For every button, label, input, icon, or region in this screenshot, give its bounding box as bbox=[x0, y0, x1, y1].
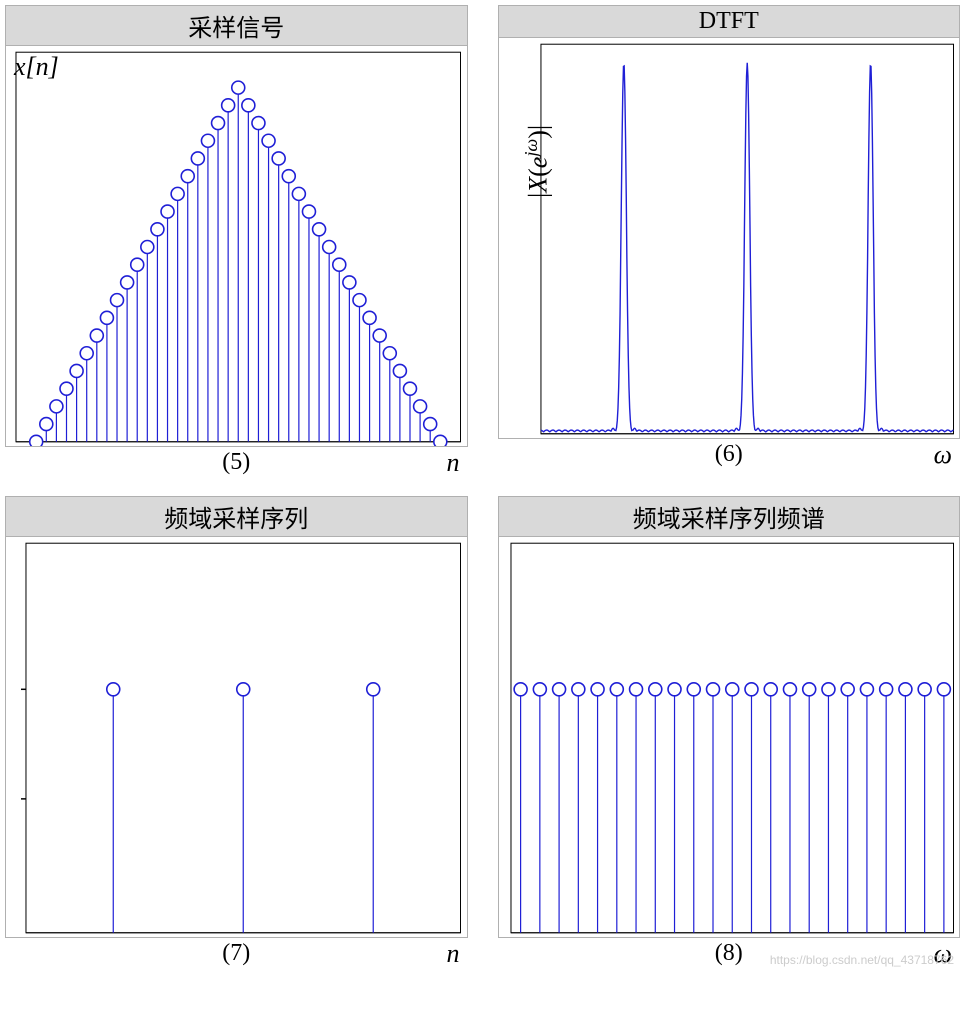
panel-5-sub: (5) n bbox=[5, 449, 468, 476]
panel-6-svg bbox=[499, 38, 960, 438]
panel-5-cell: 采样信号 x[n] (5) n bbox=[5, 5, 468, 476]
panel-6-title: DTFT bbox=[499, 6, 960, 38]
panel-8: 频域采样序列频谱 bbox=[498, 496, 961, 938]
chart-grid: 采样信号 x[n] (5) n DTFT |X(ejω)| (6) bbox=[5, 5, 960, 967]
panel-5-xlabel: n bbox=[447, 448, 460, 478]
watermark: https://blog.csdn.net/qq_43718762 bbox=[770, 953, 954, 967]
panel-6: DTFT |X(ejω)| bbox=[498, 5, 961, 439]
panel-8-svg bbox=[499, 537, 960, 937]
panel-6-xlabel: ω bbox=[934, 440, 952, 470]
panel-6-ylabel: |X(ejω)| bbox=[521, 125, 554, 198]
panel-6-plot: |X(ejω)| bbox=[499, 38, 960, 438]
panel-5-svg bbox=[6, 46, 467, 446]
panel-5-ylabel: x[n] bbox=[14, 52, 59, 82]
panel-6-cell: DTFT |X(ejω)| (6) ω bbox=[498, 5, 961, 476]
panel-5-plot: x[n] bbox=[6, 46, 467, 446]
panel-6-sub: (6) ω bbox=[498, 441, 961, 468]
panel-8-sub: (8) ω https://blog.csdn.net/qq_43718762 bbox=[498, 940, 961, 967]
panel-7-cell: 频域采样序列 (7) n bbox=[5, 496, 468, 967]
panel-8-cell: 频域采样序列频谱 (8) ω https://blog.csdn.net/qq_… bbox=[498, 496, 961, 967]
panel-5: 采样信号 x[n] bbox=[5, 5, 468, 447]
panel-7: 频域采样序列 bbox=[5, 496, 468, 938]
panel-7-xlabel: n bbox=[447, 939, 460, 969]
panel-7-sub: (7) n bbox=[5, 940, 468, 967]
panel-5-title: 采样信号 bbox=[6, 6, 467, 46]
panel-8-title: 频域采样序列频谱 bbox=[499, 497, 960, 537]
panel-7-svg bbox=[6, 537, 467, 937]
panel-7-title: 频域采样序列 bbox=[6, 497, 467, 537]
panel-7-plot bbox=[6, 537, 467, 937]
panel-8-plot bbox=[499, 537, 960, 937]
